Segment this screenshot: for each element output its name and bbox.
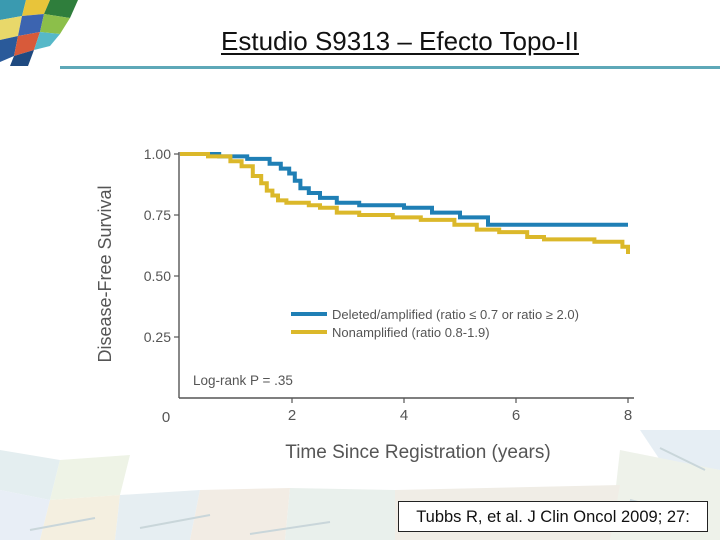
y-tick-label: 0.50: [144, 268, 171, 284]
citation-box: Tubbs R, et al. J Clin Oncol 2009; 27:: [398, 501, 708, 532]
x-tick-label: 4: [400, 407, 408, 424]
x-tick-label: 8: [624, 407, 632, 424]
mosaic-background: [0, 430, 720, 540]
legend-label-nonamplified: Nonamplified (ratio 0.8-1.9): [332, 325, 490, 340]
y-tick-label: 0.75: [144, 207, 171, 223]
series-line-nonamplified: [180, 152, 630, 254]
x-tick-label: 6: [512, 407, 520, 424]
series-line-deleted-amplified: [180, 152, 628, 227]
legend: Deleted/amplified (ratio ≤ 0.7 or ratio …: [291, 307, 579, 340]
y-tick-label: 0.25: [144, 329, 171, 345]
x-tick-label: 0: [162, 409, 170, 426]
logrank-annotation: Log-rank P = .35: [193, 373, 293, 388]
x-tick-label: 2: [288, 407, 296, 424]
slide-title: Estudio S9313 – Efecto Topo-II: [221, 26, 579, 56]
title-rule: [60, 66, 720, 69]
x-axis-title: Time Since Registration (years): [285, 442, 550, 463]
series-layer: [180, 152, 630, 254]
mosaic-logo: [0, 0, 78, 66]
legend-label-deleted: Deleted/amplified (ratio ≤ 0.7 or ratio …: [332, 307, 579, 322]
y-axis-title: Disease-Free Survival: [95, 185, 115, 362]
y-tick-label: 1.00: [144, 146, 171, 162]
